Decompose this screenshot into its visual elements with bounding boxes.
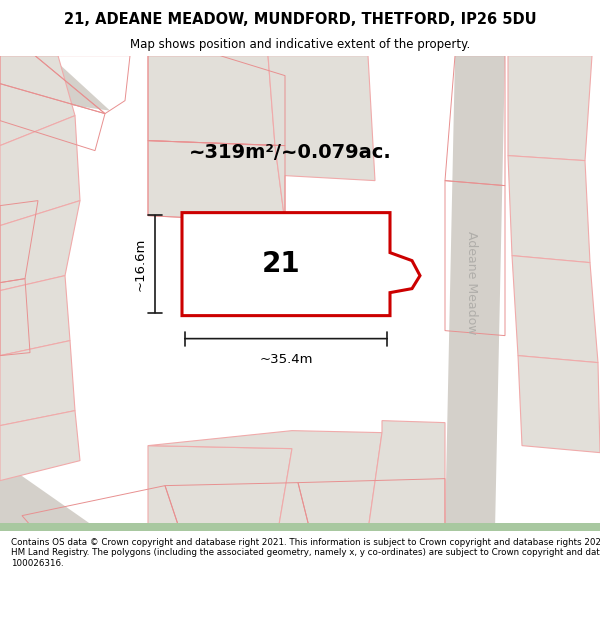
Polygon shape: [182, 213, 420, 316]
Polygon shape: [0, 56, 110, 111]
Text: 21, ADEANE MEADOW, MUNDFORD, THETFORD, IP26 5DU: 21, ADEANE MEADOW, MUNDFORD, THETFORD, I…: [64, 12, 536, 27]
Polygon shape: [368, 421, 445, 531]
Polygon shape: [512, 256, 598, 362]
Polygon shape: [445, 56, 505, 531]
Polygon shape: [518, 356, 600, 452]
Polygon shape: [148, 56, 275, 146]
Polygon shape: [148, 141, 285, 222]
Text: ~16.6m: ~16.6m: [134, 238, 147, 291]
Polygon shape: [268, 56, 375, 222]
Polygon shape: [0, 56, 75, 146]
Text: Adeane Meadow: Adeane Meadow: [466, 231, 479, 335]
Polygon shape: [0, 201, 80, 291]
Polygon shape: [0, 411, 80, 481]
Text: ~35.4m: ~35.4m: [259, 352, 313, 366]
Polygon shape: [148, 431, 382, 531]
Polygon shape: [0, 461, 100, 531]
Polygon shape: [148, 446, 292, 531]
Polygon shape: [0, 116, 80, 226]
Polygon shape: [508, 56, 592, 161]
Polygon shape: [0, 522, 600, 531]
Polygon shape: [0, 276, 70, 356]
Text: Contains OS data © Crown copyright and database right 2021. This information is : Contains OS data © Crown copyright and d…: [11, 538, 600, 568]
Polygon shape: [508, 156, 590, 262]
Polygon shape: [0, 341, 75, 426]
Text: Map shows position and indicative extent of the property.: Map shows position and indicative extent…: [130, 38, 470, 51]
Text: 21: 21: [262, 250, 301, 278]
Text: ~319m²/~0.079ac.: ~319m²/~0.079ac.: [188, 143, 391, 162]
